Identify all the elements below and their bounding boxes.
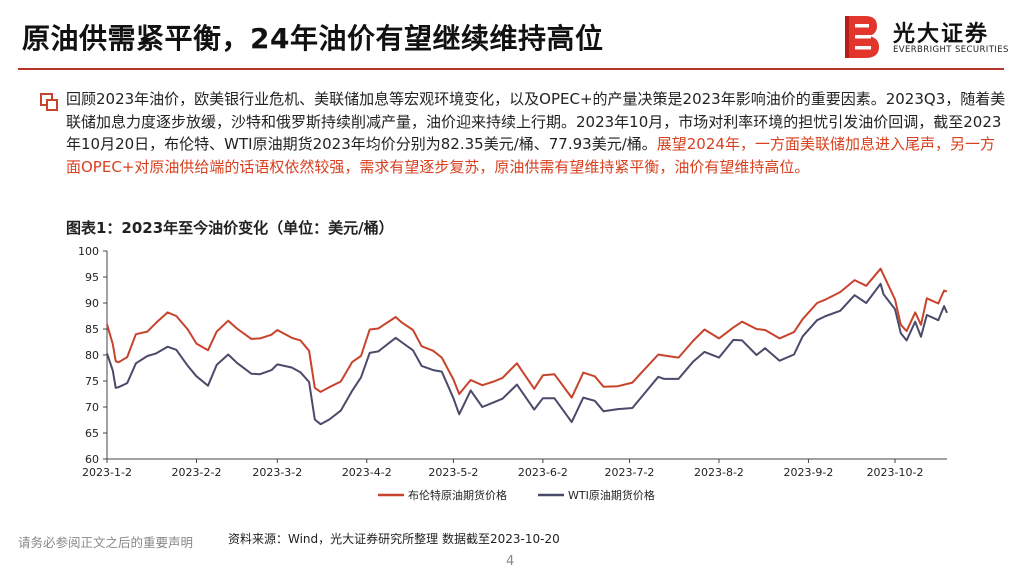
x-tick-label: 2023-4-2 [342, 466, 392, 479]
y-tick-label: 100 [78, 245, 99, 258]
y-tick-label: 95 [85, 271, 99, 284]
oil-price-line-chart: 60 65 70 75 80 85 90 95 100 2023-1-2 2023-2-2 2023-… [78, 245, 948, 502]
data-source-note: 资料来源：Wind，光大证券研究所整理 数据截至2023-10-20 [228, 532, 560, 546]
figure-title: 图表1：2023年至今油价变化（单位：美元/桶） [66, 219, 394, 237]
page-title: 原油供需紧平衡，24年油价有望继续维持高位 [22, 22, 604, 55]
y-tick-label: 60 [85, 453, 99, 466]
page-number: 4 [506, 554, 515, 569]
chart-legend: 布伦特原油期货价格 WTI原油期货价格 [378, 488, 655, 502]
x-tick-label: 2023-7-2 [605, 466, 655, 479]
x-tick-label: 2023-10-2 [867, 466, 924, 479]
legend-wti-label: WTI原油期货价格 [568, 488, 655, 502]
wti-price-line [106, 282, 948, 426]
logo-chinese-name: 光大证券 [893, 22, 990, 47]
y-tick-label: 80 [85, 349, 99, 362]
x-tick-label: 2023-3-2 [252, 466, 302, 479]
y-tick-label: 75 [85, 375, 99, 388]
x-tick-label: 2023-5-2 [428, 466, 478, 479]
title-divider [18, 68, 1004, 70]
y-tick-label: 70 [85, 401, 99, 414]
brent-price-line [106, 267, 948, 399]
y-tick-label: 85 [85, 323, 99, 336]
x-tick-label: 2023-1-2 [82, 466, 132, 479]
everbright-logo: 光大证券 EVERBRIGHT SECURITIES [845, 14, 1015, 64]
disclaimer-note: 请务必参阅正文之后的重要声明 [18, 535, 194, 550]
x-tick-label: 2023-8-2 [694, 466, 744, 479]
chart-series-lines [106, 267, 948, 426]
y-tick-label: 90 [85, 297, 99, 310]
summary-highlight: 展望2024年，一方面美联储加息进入尾声，另一方面OPEC+对原油供给端的话语权… [66, 135, 995, 176]
x-tick-label: 2023-9-2 [783, 466, 833, 479]
logo-english-name: EVERBRIGHT SECURITIES [893, 45, 1009, 55]
everbright-logo-icon [845, 16, 879, 58]
x-tick-label: 2023-6-2 [518, 466, 568, 479]
summary-text: 回顾2023年油价，欧美银行业危机、美联储加息等宏观环境变化，以及OPEC+的产… [66, 90, 1006, 153]
y-tick-label: 65 [85, 427, 99, 440]
bullet-square-icon [40, 93, 58, 111]
chart-axes: 60 65 70 75 80 85 90 95 100 2023-1-2 2023-2-2 2023-… [78, 245, 947, 479]
legend-brent-label: 布伦特原油期货价格 [408, 488, 507, 502]
summary-paragraph: 回顾2023年油价，欧美银行业危机、美联储加息等宏观环境变化，以及OPEC+的产… [66, 88, 1006, 178]
x-tick-label: 2023-2-2 [172, 466, 222, 479]
